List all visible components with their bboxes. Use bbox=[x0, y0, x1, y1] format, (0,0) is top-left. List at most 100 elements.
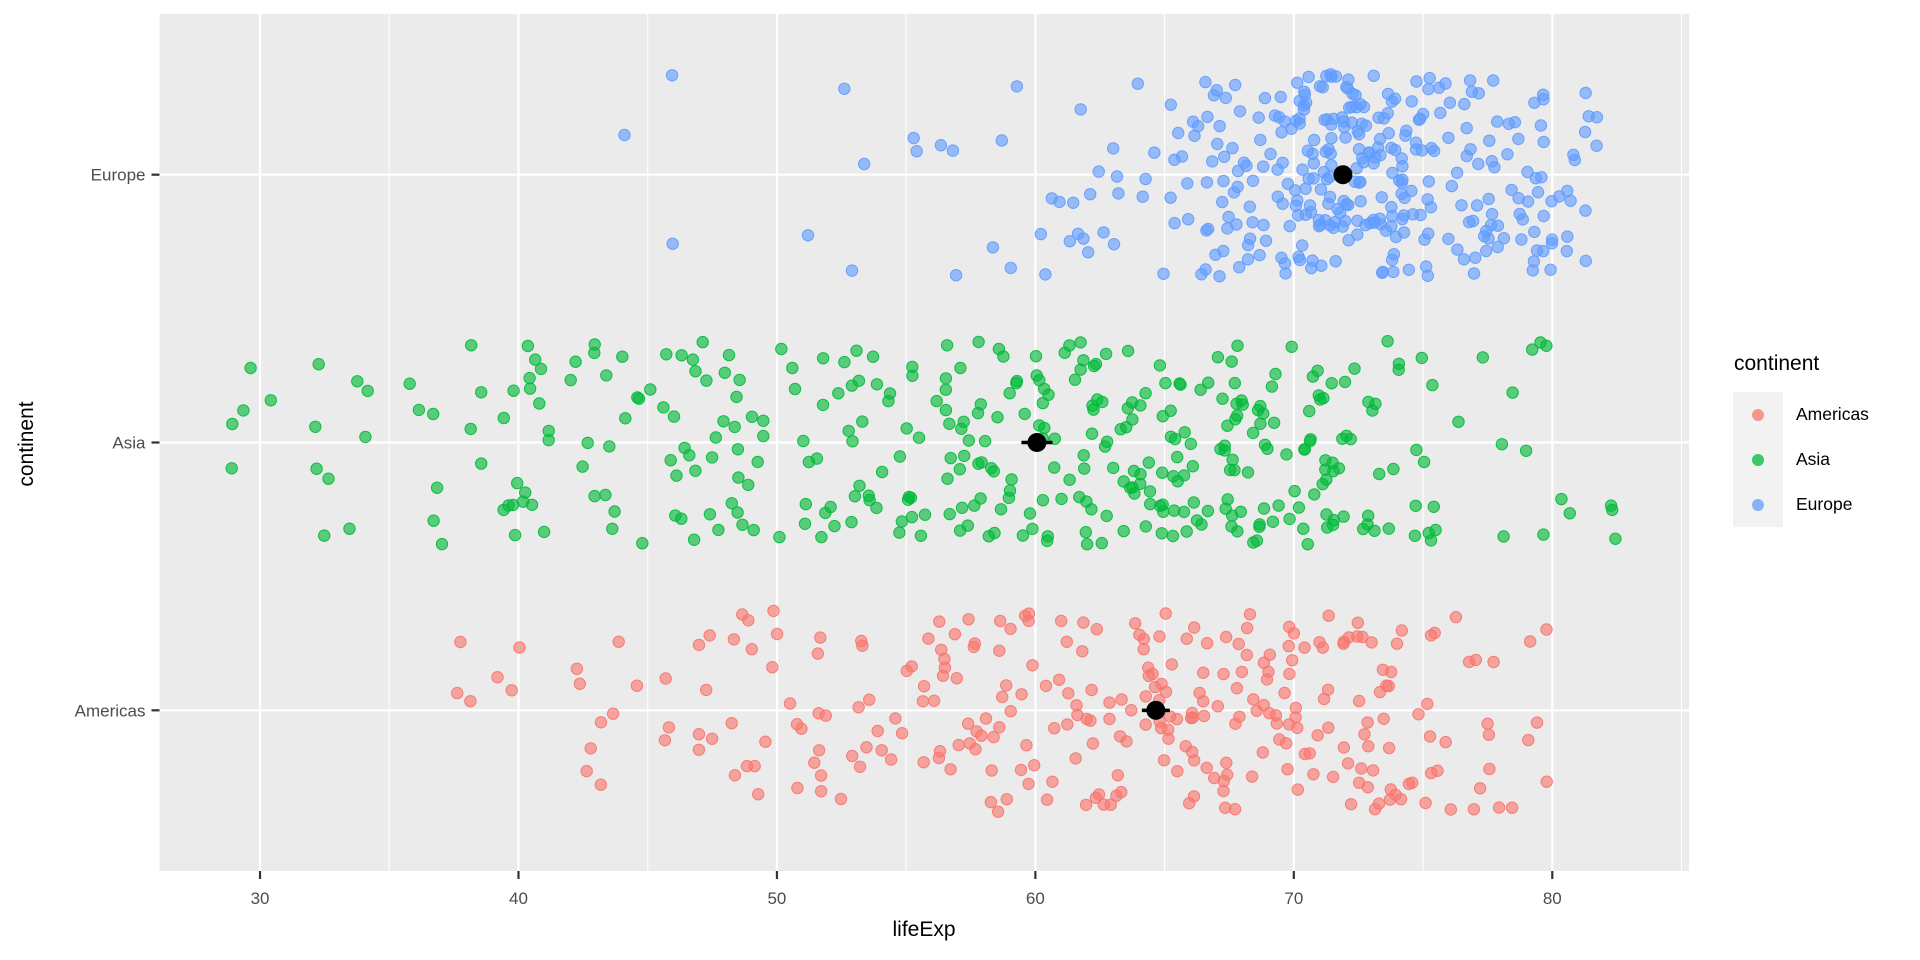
data-point-asia bbox=[412, 403, 426, 417]
mean-point-asia bbox=[1027, 433, 1047, 452]
data-point-europe bbox=[1382, 127, 1395, 140]
mean-point-europe bbox=[1333, 165, 1353, 185]
data-point-europe bbox=[1213, 119, 1226, 133]
data-point-europe bbox=[1485, 207, 1499, 221]
data-point-asia bbox=[1187, 496, 1201, 509]
data-point-asia bbox=[1036, 396, 1050, 410]
data-point-americas bbox=[1233, 710, 1246, 723]
data-point-asia bbox=[1373, 467, 1386, 481]
data-point-europe bbox=[1553, 190, 1566, 203]
data-point-asia bbox=[798, 517, 812, 530]
data-point-asia bbox=[1288, 484, 1301, 498]
data-point-europe bbox=[1246, 174, 1260, 188]
data-point-europe bbox=[1324, 68, 1338, 81]
data-point-asia bbox=[1506, 386, 1519, 399]
data-point-americas bbox=[1326, 770, 1340, 784]
data-point-americas bbox=[1245, 770, 1259, 783]
data-point-europe bbox=[1463, 74, 1477, 87]
data-point-europe bbox=[1450, 166, 1464, 180]
data-point-europe bbox=[1396, 173, 1409, 186]
data-point-europe bbox=[1107, 142, 1120, 155]
data-point-europe bbox=[1529, 172, 1543, 185]
data-point-asia bbox=[1156, 466, 1169, 479]
data-point-asia bbox=[1230, 409, 1244, 422]
data-point-asia bbox=[1308, 488, 1321, 501]
data-point-asia bbox=[1257, 502, 1271, 515]
data-point-asia bbox=[464, 422, 477, 436]
data-point-americas bbox=[1085, 683, 1098, 697]
data-point-americas bbox=[1180, 632, 1194, 645]
data-point-europe bbox=[1483, 134, 1496, 147]
data-point-asia bbox=[1139, 387, 1152, 400]
data-point-asia bbox=[689, 464, 702, 477]
data-point-europe bbox=[1451, 243, 1464, 256]
data-point-asia bbox=[475, 386, 488, 399]
data-point-asia bbox=[1026, 522, 1039, 536]
data-point-asia bbox=[1077, 354, 1090, 367]
data-point-asia bbox=[1134, 477, 1147, 490]
data-point-americas bbox=[1103, 696, 1116, 709]
data-point-americas bbox=[1129, 617, 1142, 630]
data-point-europe bbox=[1485, 155, 1499, 168]
data-point-asia bbox=[1251, 403, 1265, 417]
data-point-asia bbox=[1186, 460, 1200, 473]
data-point-americas bbox=[464, 695, 477, 708]
data-point-europe bbox=[1195, 268, 1208, 281]
data-point-americas bbox=[1530, 716, 1544, 729]
data-point-europe bbox=[1381, 87, 1395, 101]
data-point-asia bbox=[599, 488, 612, 502]
data-point-asia bbox=[958, 449, 971, 463]
data-point-asia bbox=[525, 498, 539, 511]
data-point-asia bbox=[1253, 520, 1266, 533]
data-point-asia bbox=[519, 486, 532, 499]
data-point-europe bbox=[1377, 112, 1391, 125]
data-point-asia bbox=[1250, 534, 1264, 547]
data-point-europe bbox=[1544, 263, 1557, 276]
data-point-europe bbox=[1227, 186, 1241, 199]
data-point-asia bbox=[751, 455, 764, 469]
data-point-americas bbox=[1256, 746, 1270, 759]
data-point-asia bbox=[944, 451, 957, 465]
data-point-americas bbox=[1061, 718, 1074, 731]
data-point-asia bbox=[465, 339, 478, 352]
data-point-europe bbox=[949, 269, 963, 282]
data-point-americas bbox=[1015, 688, 1028, 701]
data-point-americas bbox=[1197, 666, 1210, 679]
data-point-europe bbox=[1339, 131, 1352, 144]
data-point-asia bbox=[1417, 455, 1431, 469]
data-point-asia bbox=[943, 507, 956, 521]
data-point-asia bbox=[1010, 376, 1023, 390]
data-point-europe bbox=[934, 139, 948, 152]
data-point-asia bbox=[1211, 351, 1225, 364]
data-point-asia bbox=[1387, 462, 1400, 476]
data-point-americas bbox=[1139, 718, 1152, 731]
data-point-europe bbox=[1400, 124, 1413, 138]
data-point-asia bbox=[1003, 387, 1016, 400]
data-point-americas bbox=[895, 727, 909, 740]
data-point-americas bbox=[1090, 623, 1104, 636]
data-point-americas bbox=[1279, 737, 1293, 750]
data-point-europe bbox=[1243, 232, 1257, 245]
data-point-europe bbox=[1487, 74, 1500, 87]
data-point-asia bbox=[1452, 415, 1465, 428]
data-point-asia bbox=[1241, 466, 1255, 479]
data-point-americas bbox=[1317, 692, 1331, 706]
data-point-europe bbox=[1568, 153, 1582, 167]
data-point-americas bbox=[1286, 654, 1299, 667]
y-axis-title: continent bbox=[15, 401, 38, 487]
data-point-americas bbox=[1000, 793, 1013, 806]
data-point-europe bbox=[1201, 110, 1214, 124]
data-point-americas bbox=[1358, 728, 1371, 741]
data-point-americas bbox=[993, 721, 1006, 734]
data-point-asia bbox=[717, 415, 730, 428]
data-point-europe bbox=[1512, 192, 1525, 205]
data-point-asia bbox=[731, 443, 745, 456]
legend-entry-europe: Europe bbox=[1733, 482, 1918, 527]
data-point-asia bbox=[971, 406, 985, 420]
data-point-asia bbox=[856, 415, 869, 428]
data-point-asia bbox=[775, 342, 788, 356]
data-point-europe bbox=[1034, 227, 1048, 241]
data-point-asia bbox=[636, 537, 649, 550]
data-point-europe bbox=[1462, 215, 1476, 229]
data-point-europe bbox=[1342, 73, 1355, 86]
